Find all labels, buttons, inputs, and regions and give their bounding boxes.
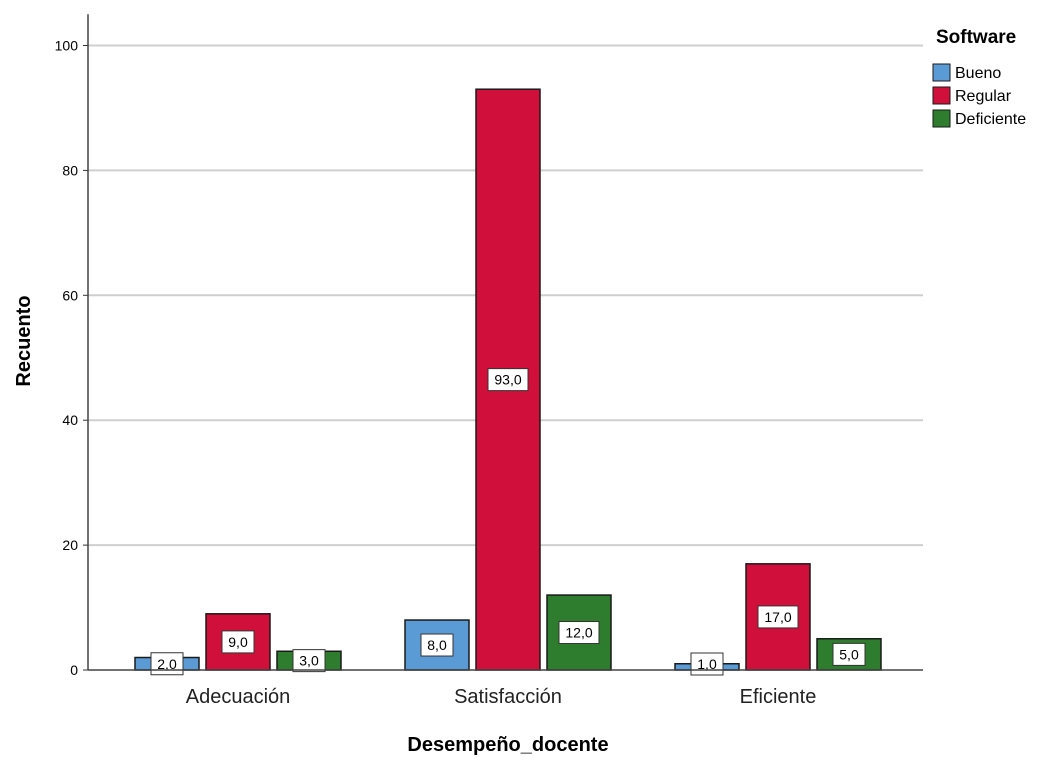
y-axis-label: Recuento — [13, 295, 35, 386]
y-tick-label: 100 — [55, 38, 79, 54]
legend: Software Bueno Regular Deficiente — [932, 27, 1026, 128]
legend-swatch-bueno — [932, 63, 951, 82]
x-tick-label: Adecuación — [186, 686, 291, 708]
y-axis: 0 20 40 60 80 100 — [55, 14, 89, 678]
data-label: 2,0 — [157, 656, 177, 672]
bars: 2,0 9,0 3,0 8,0 93,0 12,0 1,0 17,0 5,0 — [134, 88, 882, 676]
data-label: 93,0 — [494, 372, 521, 388]
data-label-box — [832, 642, 866, 666]
data-label: 9,0 — [228, 634, 248, 650]
data-label: 3,0 — [299, 653, 319, 669]
legend-label-deficiente: Deficiente — [955, 111, 1026, 128]
data-label: 12,0 — [565, 625, 592, 641]
y-tick-label: 40 — [62, 412, 78, 428]
data-label-box — [221, 630, 255, 654]
y-tick-label: 0 — [70, 662, 78, 678]
data-label: 5,0 — [839, 646, 859, 662]
y-tick-label: 80 — [62, 162, 78, 178]
legend-label-regular: Regular — [955, 88, 1012, 105]
x-tick-label: Eficiente — [740, 686, 817, 708]
x-axis-label: Desempeño_docente — [407, 734, 608, 756]
legend-swatch-deficiente — [932, 109, 951, 128]
data-label: 8,0 — [427, 637, 447, 653]
data-label-box — [558, 621, 600, 645]
data-label-box — [292, 649, 326, 673]
y-tick-label: 60 — [62, 287, 78, 303]
data-label: 17,0 — [764, 609, 791, 625]
x-axis: Adecuación Satisfacción Eficiente — [88, 669, 923, 708]
x-tick-label: Satisfacción — [454, 686, 562, 708]
legend-title: Software — [936, 27, 1016, 48]
data-label-box — [420, 633, 454, 657]
legend-label-bueno: Bueno — [955, 65, 1001, 82]
data-label-box — [757, 605, 799, 629]
data-label-box — [487, 368, 529, 392]
y-tick-label: 20 — [62, 537, 78, 553]
data-label: 1,0 — [697, 656, 717, 672]
legend-swatch-regular — [932, 86, 951, 105]
